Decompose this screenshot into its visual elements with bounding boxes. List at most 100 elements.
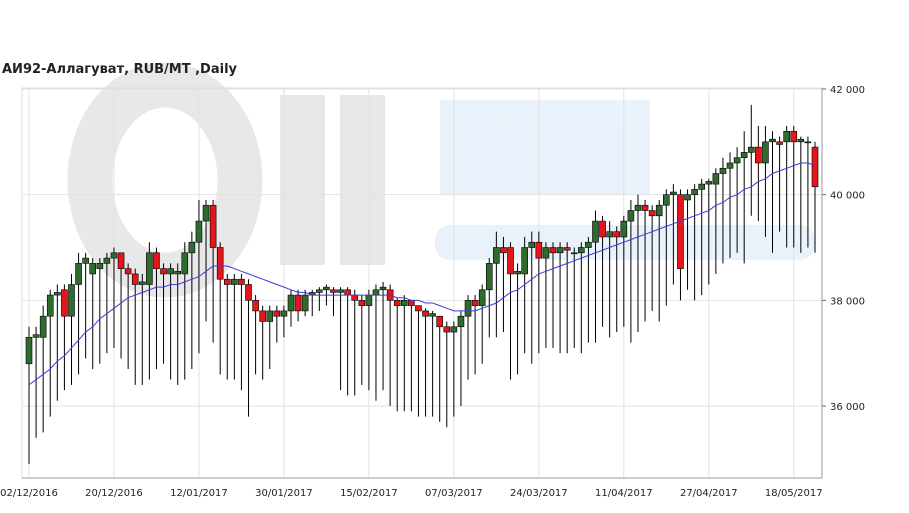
candle-body xyxy=(103,257,111,264)
candle-body xyxy=(563,247,571,251)
candle-body xyxy=(670,191,677,195)
candle-body xyxy=(25,337,33,365)
candle-body xyxy=(351,294,359,301)
candle-body xyxy=(719,167,727,174)
candle-body xyxy=(436,315,444,328)
candle-body xyxy=(464,300,472,317)
candle-body xyxy=(705,181,713,185)
x-tick-label: 30/01/2017 xyxy=(255,488,313,499)
candle-body xyxy=(379,286,387,291)
x-tick-label: 07/03/2017 xyxy=(425,488,483,499)
candle-body xyxy=(365,294,373,306)
candle-body xyxy=(493,247,500,264)
candle-body xyxy=(46,294,54,317)
candle-body xyxy=(344,289,351,296)
candle-body xyxy=(231,278,238,285)
candle-body xyxy=(457,315,465,328)
candle-body xyxy=(747,146,755,153)
x-tick-label: 02/12/2016 xyxy=(0,488,58,499)
candle-body xyxy=(188,241,196,254)
candle-body xyxy=(797,138,805,143)
candle-body xyxy=(89,263,97,275)
x-tick-label: 12/01/2017 xyxy=(170,488,228,499)
candle-body xyxy=(287,294,295,312)
candle-body xyxy=(273,310,281,317)
x-tick-label: 24/03/2017 xyxy=(510,488,568,499)
candle-body xyxy=(762,141,769,164)
candle-body xyxy=(804,141,812,144)
candle-body xyxy=(223,278,231,285)
candle-body xyxy=(39,315,47,338)
candle-body xyxy=(153,252,160,269)
x-tick-label: 15/02/2017 xyxy=(340,488,398,499)
candle-body xyxy=(535,241,543,259)
candle-body xyxy=(578,247,585,254)
candle-body xyxy=(294,294,302,312)
candle-body xyxy=(521,247,528,275)
candle-body xyxy=(641,204,649,211)
candle-body xyxy=(677,194,684,269)
candle-body xyxy=(478,289,486,306)
candle-body xyxy=(358,300,366,306)
candle-body xyxy=(117,252,125,269)
candle-body xyxy=(330,289,337,293)
candle-body xyxy=(216,247,224,280)
candle-body xyxy=(429,313,436,317)
watermark xyxy=(67,62,815,298)
candle-body xyxy=(592,220,599,243)
candle-body xyxy=(776,141,783,145)
candle-body xyxy=(507,247,514,275)
candle-body xyxy=(195,220,203,243)
candle-body xyxy=(61,289,68,317)
candle-body xyxy=(337,289,344,293)
candle-body xyxy=(124,268,132,275)
candle-body xyxy=(450,326,458,333)
candle-body xyxy=(549,247,557,254)
candle-body xyxy=(790,130,798,143)
candle-body xyxy=(32,334,40,338)
candle-body xyxy=(556,247,564,254)
x-tick-label: 18/05/2017 xyxy=(765,488,823,499)
candle-body xyxy=(54,292,61,296)
candle-body xyxy=(606,231,613,238)
candle-body xyxy=(82,257,89,264)
candle-body xyxy=(443,326,451,333)
candle-body xyxy=(634,204,642,211)
candle-body xyxy=(238,278,245,285)
candle-body xyxy=(252,300,259,312)
x-tick-label: 20/12/2016 xyxy=(85,488,143,499)
candle-body xyxy=(514,270,521,275)
candle-body xyxy=(528,241,536,248)
candle-body xyxy=(393,300,401,306)
candle-body xyxy=(726,162,734,169)
moving-average-line xyxy=(28,162,816,386)
candle-body xyxy=(68,284,75,317)
candle-body xyxy=(627,210,635,222)
candle-body xyxy=(811,146,819,188)
candle-body xyxy=(131,273,139,285)
candle-body xyxy=(471,300,479,306)
y-tick-label: 36 000 xyxy=(830,402,865,413)
candle-body xyxy=(422,310,429,317)
candle-body xyxy=(372,289,380,296)
candle-body xyxy=(202,204,210,222)
candle-body xyxy=(613,231,621,238)
candle-body xyxy=(655,204,663,217)
candle-body xyxy=(740,152,748,158)
candle-body xyxy=(209,204,217,248)
candle-body xyxy=(691,189,698,195)
candle-body xyxy=(712,173,720,185)
candle-body xyxy=(769,138,776,143)
candle-body xyxy=(599,220,606,238)
candle-body xyxy=(733,157,741,164)
candle-body xyxy=(323,286,330,291)
candle-body xyxy=(620,220,628,238)
candle-body xyxy=(245,284,252,301)
candle-body xyxy=(400,300,408,306)
candle-body xyxy=(110,252,118,259)
candle-body xyxy=(684,194,691,201)
y-tick-label: 42 000 xyxy=(830,85,865,96)
chart-title: АИ92-Аллагуват, RUB/MT ,Daily xyxy=(2,62,238,77)
candle-body xyxy=(138,281,146,285)
